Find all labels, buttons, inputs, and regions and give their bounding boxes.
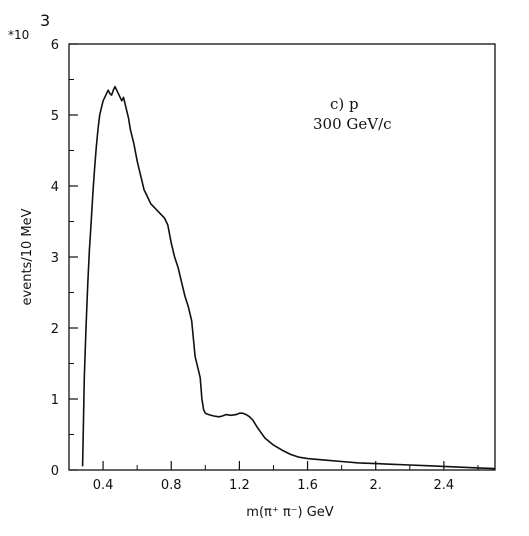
data-series-line [81,85,496,470]
x-tick-label: 1.2 [229,478,250,493]
plot-frame [68,43,496,471]
x-axis-label: m(π⁺ π⁻) GeV [246,505,334,520]
x-tick-label: 2. [370,478,382,493]
annotation-line-2: 300 GeV/c [313,115,392,133]
data-series-layer [81,85,496,470]
x-tick-label: 1.6 [297,478,318,493]
y-axis-label: events/10 MeV [20,208,35,305]
y-tick-label: 0 [51,464,59,479]
y-tick-label: 2 [51,322,59,337]
y-tick-label: 6 [51,38,59,53]
x-tick-label: 0.4 [93,478,114,493]
y-tick-label: 3 [51,251,59,266]
x-tick-label: 0.8 [161,478,182,493]
axis-ticks: 0.4 0.8 1.2 1.6 2. 2.4 0 1 2 3 4 5 6 [51,38,479,493]
annotation-line-1: c) p [330,95,359,113]
y-tick-label: 5 [51,109,59,124]
y-multiplier-prefix: *10 [8,28,29,42]
y-tick-label: 1 [51,393,59,408]
y-tick-label: 4 [51,180,59,195]
x-tick-label: 2.4 [434,478,455,493]
plot-area-border [68,43,496,471]
y-multiplier-exponent: 3 [40,11,50,30]
